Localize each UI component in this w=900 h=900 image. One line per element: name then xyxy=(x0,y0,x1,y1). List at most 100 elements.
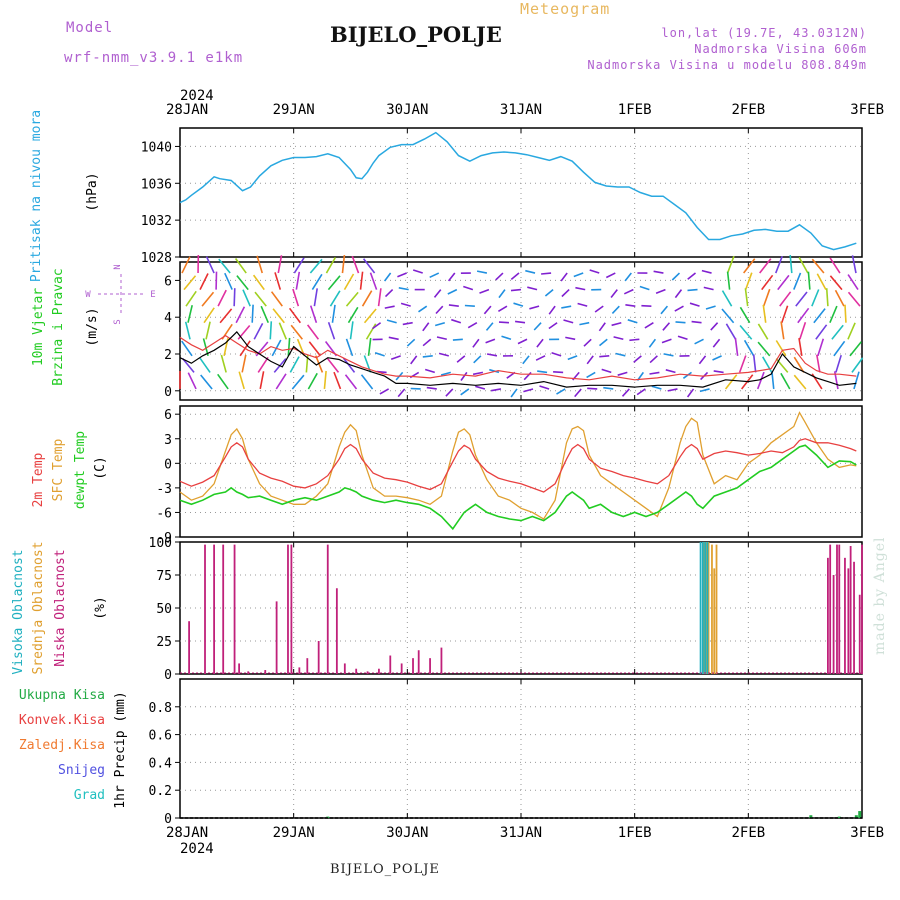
wind-arrow xyxy=(242,289,251,307)
precip-legend-item: Grad xyxy=(74,788,105,803)
y-tick-label: 4 xyxy=(164,311,172,326)
wind-arrow xyxy=(665,369,676,374)
wind-arrow xyxy=(648,338,657,348)
wind-arrow xyxy=(743,339,755,357)
t2m-line xyxy=(179,438,857,493)
wind-arrow xyxy=(501,335,512,341)
wind-arrow xyxy=(479,288,490,294)
wind-arrow xyxy=(523,371,532,381)
dir-legend-e: E xyxy=(150,290,155,300)
wind-arrow xyxy=(270,291,283,307)
wind-arrow xyxy=(306,324,320,340)
wind-arrow xyxy=(621,388,630,397)
cloud-ylabel-mid: Srednja Oblacnost xyxy=(31,541,46,674)
wind-arrow xyxy=(233,288,236,307)
wind-arrow xyxy=(254,291,267,307)
panel-frame-pressure xyxy=(179,127,863,258)
wind-arrow xyxy=(200,374,213,390)
wind-arrow xyxy=(579,321,590,326)
wind-arrow xyxy=(277,255,283,274)
wind-arrow xyxy=(397,272,407,278)
wind-arrow xyxy=(694,338,704,345)
wind-arrow xyxy=(309,305,318,323)
wind-arrow xyxy=(586,355,594,365)
wind-arrow xyxy=(347,306,359,324)
wind-arrow xyxy=(333,371,342,390)
wind-arrow xyxy=(418,305,428,313)
wind-arrow xyxy=(605,272,616,279)
wind-arrow xyxy=(793,356,805,373)
x-tick-label-bottom: 31JAN xyxy=(500,825,542,841)
wind-arrow xyxy=(816,354,821,373)
wind-arrow xyxy=(360,374,374,390)
wind-arrow xyxy=(315,355,324,373)
wind-arrow xyxy=(436,336,447,341)
wind-arrow xyxy=(813,308,826,324)
wind-arrow xyxy=(361,290,373,307)
wind-gust-line xyxy=(179,334,857,381)
wind-arrow xyxy=(422,355,433,358)
wind-arrow xyxy=(739,306,751,324)
y-tick-label: -3 xyxy=(156,482,172,497)
wind-arrow xyxy=(548,305,556,315)
precip-legend-item: Zaledj.Kisa xyxy=(19,738,105,753)
lonlat-label: lon,lat (19.7E, 43.0312N) xyxy=(661,26,867,40)
wind-arrow xyxy=(400,302,411,307)
wind-arrow xyxy=(293,257,305,274)
wind-arrow xyxy=(384,289,394,298)
wind-arrow xyxy=(185,290,197,307)
wind-arrow xyxy=(798,256,809,274)
wind-arrow xyxy=(789,255,793,274)
wind-arrow xyxy=(384,305,395,309)
y-tick-label: 2 xyxy=(164,348,172,363)
y-tick-label: 1028 xyxy=(141,251,172,266)
elevation-label: Nadmorska Visina 606m xyxy=(694,42,867,56)
wind-arrow xyxy=(561,305,572,309)
wind-arrow xyxy=(663,353,674,357)
wind-arrow xyxy=(235,306,246,324)
wind-arrow xyxy=(275,373,287,390)
wind-arrow xyxy=(447,288,458,295)
y-tick-label: 3 xyxy=(164,433,172,448)
wind-arrow xyxy=(323,370,327,390)
y-tick-label: 0.6 xyxy=(149,729,172,744)
wind-arrow xyxy=(424,368,435,374)
wind-arrow xyxy=(757,323,769,340)
wind-arrow xyxy=(383,272,392,282)
wind-arrow xyxy=(495,272,504,281)
wind-arrow xyxy=(307,372,318,390)
y-tick-label: 100 xyxy=(149,536,172,551)
wind-arrow xyxy=(829,275,843,291)
wind-arrow xyxy=(793,272,802,290)
wind-arrow xyxy=(253,323,264,340)
wind-arrow xyxy=(561,289,570,298)
wind-arrow xyxy=(831,324,844,340)
wind-arrow xyxy=(344,374,358,390)
wind-arrow xyxy=(633,355,642,363)
wind-arrow xyxy=(548,322,558,330)
wind-arrow xyxy=(691,320,702,324)
x-tick-label-bottom: 30JAN xyxy=(386,825,428,841)
wind-arrow xyxy=(553,371,564,374)
wind-arrow xyxy=(374,352,385,357)
wind-arrow xyxy=(472,371,484,376)
wind-arrow xyxy=(398,287,409,291)
wind-arrow xyxy=(313,288,318,307)
wind-arrow xyxy=(473,355,482,364)
wind-arrow xyxy=(486,353,498,357)
x-tick-label-bottom: 29JAN xyxy=(273,825,315,841)
wind-arrow xyxy=(589,269,600,274)
wind-arrow xyxy=(710,322,719,331)
station-title: BIJELO_POLJE xyxy=(330,22,502,47)
wind-arrow xyxy=(660,305,669,315)
wind-arrow xyxy=(510,288,522,292)
wind-arrow xyxy=(497,305,508,312)
wind-arrow xyxy=(847,322,856,340)
wind-arrow xyxy=(241,354,247,373)
wind-arrow xyxy=(388,336,399,341)
wind-arrow xyxy=(623,288,634,295)
wind-arrow xyxy=(369,272,378,290)
wind-arrow xyxy=(517,338,528,345)
y-tick-label: -9 xyxy=(156,531,172,546)
wind-arrow xyxy=(460,371,468,381)
